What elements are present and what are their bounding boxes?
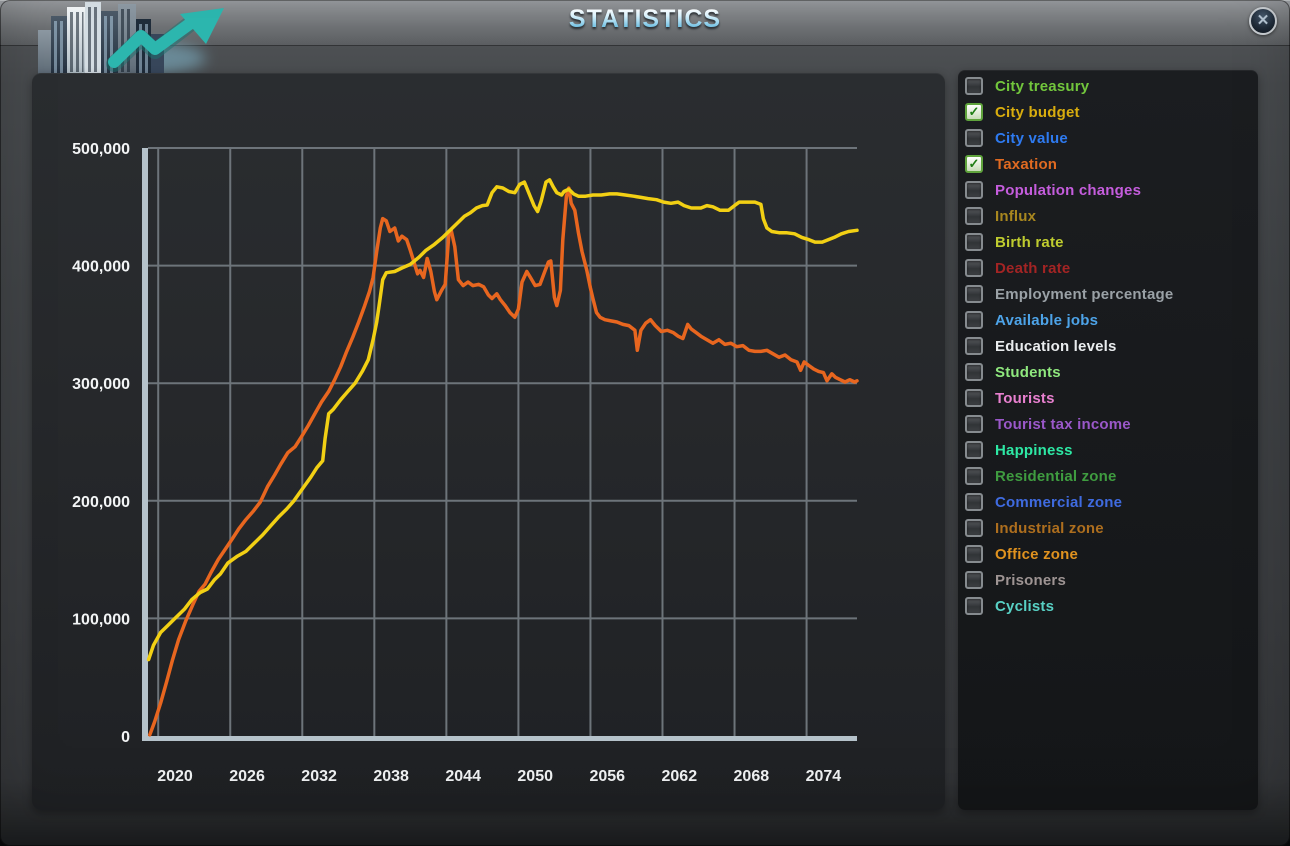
- y-axis-tick-label: 400,000: [72, 259, 130, 276]
- legend-label-death-rate: Death rate: [995, 259, 1071, 277]
- checkbox-unchecked-icon[interactable]: [965, 441, 983, 459]
- y-axis-tick-label: 500,000: [72, 141, 130, 158]
- legend-row-taxation[interactable]: ✓ Taxation: [965, 151, 1258, 177]
- legend-row-cyclists[interactable]: Cyclists: [965, 593, 1258, 619]
- series-line-city-budget: [146, 178, 859, 662]
- legend-row-office-zone[interactable]: Office zone: [965, 541, 1258, 567]
- legend-label-influx: Influx: [995, 207, 1037, 225]
- y-axis-line: [142, 148, 148, 741]
- legend-row-city-budget[interactable]: ✓ City budget: [965, 99, 1258, 125]
- legend-row-residential-zone[interactable]: Residential zone: [965, 463, 1258, 489]
- x-axis-line: [142, 736, 857, 741]
- x-axis-tick-label: 2056: [589, 768, 625, 785]
- checkbox-unchecked-icon[interactable]: [965, 77, 983, 95]
- legend-row-population-changes[interactable]: Population changes: [965, 177, 1258, 203]
- legend-label-population-changes: Population changes: [995, 181, 1142, 199]
- legend-row-birth-rate[interactable]: Birth rate: [965, 229, 1258, 255]
- close-icon: ✕: [1256, 12, 1270, 29]
- legend-label-office-zone: Office zone: [995, 545, 1079, 563]
- legend-label-employment-percentage: Employment percentage: [995, 285, 1174, 303]
- statistics-chart: 0 100,000 200,000 300,000 400,000 500,000 2020…: [72, 141, 859, 785]
- legend-panel: City treasury ✓ City budget City value ✓ Taxa…: [958, 70, 1258, 810]
- y-axis-tick-label: 200,000: [72, 494, 130, 511]
- y-axis-tick-label: 300,000: [72, 376, 130, 393]
- legend-label-birth-rate: Birth rate: [995, 233, 1064, 251]
- legend-row-happiness[interactable]: Happiness: [965, 437, 1258, 463]
- x-axis-tick-label: 2068: [734, 768, 770, 785]
- legend-label-cyclists: Cyclists: [995, 597, 1055, 615]
- x-axis-tick-label: 2032: [301, 768, 337, 785]
- legend-row-death-rate[interactable]: Death rate: [965, 255, 1258, 281]
- legend-row-prisoners[interactable]: Prisoners: [965, 567, 1258, 593]
- legend-row-city-treasury[interactable]: City treasury: [965, 73, 1258, 99]
- checkbox-unchecked-icon[interactable]: [965, 415, 983, 433]
- checkbox-unchecked-icon[interactable]: [965, 285, 983, 303]
- checkbox-unchecked-icon[interactable]: [965, 363, 983, 381]
- checkbox-unchecked-icon[interactable]: [965, 233, 983, 251]
- checkbox-unchecked-icon[interactable]: [965, 181, 983, 199]
- legend-row-available-jobs[interactable]: Available jobs: [965, 307, 1258, 333]
- legend-label-city-value: City value: [995, 129, 1068, 147]
- legend-label-students: Students: [995, 363, 1061, 381]
- legend-label-industrial-zone: Industrial zone: [995, 519, 1104, 537]
- checkbox-unchecked-icon[interactable]: [965, 311, 983, 329]
- series-line-taxation: [148, 186, 859, 737]
- checkbox-checked-icon[interactable]: ✓: [965, 103, 983, 121]
- legend-label-taxation: Taxation: [995, 155, 1058, 173]
- legend-label-commercial-zone: Commercial zone: [995, 493, 1123, 511]
- legend-label-available-jobs: Available jobs: [995, 311, 1099, 329]
- legend-label-city-treasury: City treasury: [995, 77, 1090, 95]
- legend-label-happiness: Happiness: [995, 441, 1073, 459]
- legend-label-prisoners: Prisoners: [995, 571, 1066, 589]
- y-axis-tick-label: 100,000: [72, 611, 130, 628]
- checkbox-unchecked-icon[interactable]: [965, 207, 983, 225]
- checkbox-checked-icon[interactable]: ✓: [965, 155, 983, 173]
- checkbox-unchecked-icon[interactable]: [965, 545, 983, 563]
- legend-row-influx[interactable]: Influx: [965, 203, 1258, 229]
- checkbox-unchecked-icon[interactable]: [965, 467, 983, 485]
- legend-row-commercial-zone[interactable]: Commercial zone: [965, 489, 1258, 515]
- legend-row-tourists[interactable]: Tourists: [965, 385, 1258, 411]
- checkbox-unchecked-icon[interactable]: [965, 259, 983, 277]
- legend-label-education-levels: Education levels: [995, 337, 1117, 355]
- statistics-logo: [28, 0, 250, 81]
- legend-row-industrial-zone[interactable]: Industrial zone: [965, 515, 1258, 541]
- x-axis-tick-label: 2026: [229, 768, 265, 785]
- checkbox-unchecked-icon[interactable]: [965, 571, 983, 589]
- legend-row-employment-percentage[interactable]: Employment percentage: [965, 281, 1258, 307]
- city-buildings-trend-icon: [38, 2, 224, 76]
- x-axis-tick-label: 2038: [373, 768, 409, 785]
- page-title: STATISTICS: [0, 5, 1290, 34]
- legend-label-city-budget: City budget: [995, 103, 1080, 121]
- checkbox-unchecked-icon[interactable]: [965, 129, 983, 147]
- y-axis-tick-label: 0: [121, 729, 130, 746]
- checkbox-unchecked-icon[interactable]: [965, 337, 983, 355]
- x-axis-tick-label: 2044: [445, 768, 481, 785]
- legend-list: City treasury ✓ City budget City value ✓ Taxa…: [958, 70, 1258, 619]
- x-axis-tick-label: 2074: [806, 768, 842, 785]
- legend-label-residential-zone: Residential zone: [995, 467, 1117, 485]
- checkbox-unchecked-icon[interactable]: [965, 389, 983, 407]
- x-axis-tick-label: 2062: [662, 768, 698, 785]
- x-axis-tick-label: 2050: [517, 768, 553, 785]
- chart-panel: 0 100,000 200,000 300,000 400,000 500,000 2020…: [32, 73, 945, 810]
- legend-label-tourists: Tourists: [995, 389, 1055, 407]
- legend-row-city-value[interactable]: City value: [965, 125, 1258, 151]
- legend-row-education-levels[interactable]: Education levels: [965, 333, 1258, 359]
- legend-row-tourist-tax-income[interactable]: Tourist tax income: [965, 411, 1258, 437]
- checkbox-unchecked-icon[interactable]: [965, 493, 983, 511]
- legend-label-tourist-tax-income: Tourist tax income: [995, 415, 1131, 433]
- x-axis-tick-label: 2020: [157, 768, 193, 785]
- checkbox-unchecked-icon[interactable]: [965, 597, 983, 615]
- legend-row-students[interactable]: Students: [965, 359, 1258, 385]
- checkbox-unchecked-icon[interactable]: [965, 519, 983, 537]
- close-button[interactable]: ✕: [1249, 7, 1277, 35]
